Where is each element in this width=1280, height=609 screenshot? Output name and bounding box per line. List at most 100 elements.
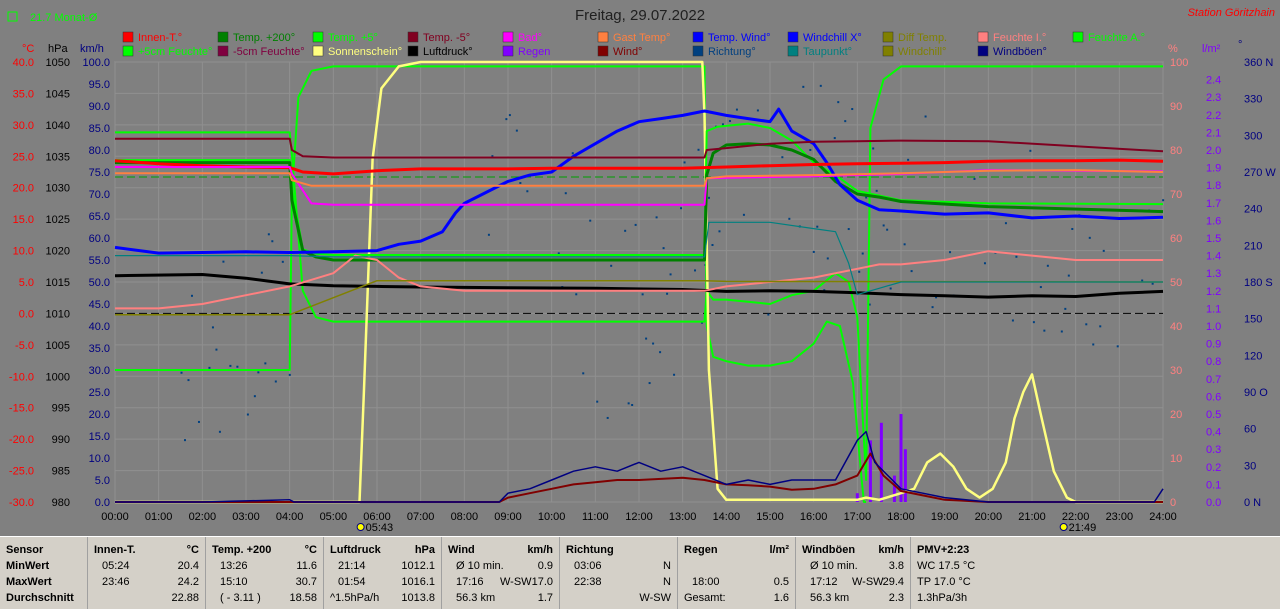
legend-label: Luftdruck° xyxy=(423,46,473,58)
sunset-icon xyxy=(1059,523,1068,531)
direction-dot xyxy=(596,400,599,403)
legend-label: Windchill X° xyxy=(803,32,862,44)
legend-label: Regen xyxy=(518,46,550,58)
celsius-tick: -10.0 xyxy=(9,371,34,383)
lm2-tick: 0.7 xyxy=(1206,374,1221,386)
month-avg-label: 21.7 Monat-Ø xyxy=(30,12,98,24)
luftdruck-max-val: 1016.1 xyxy=(401,576,435,588)
pmv-line3: 1.3hPa/3h xyxy=(917,592,968,604)
direction-dot xyxy=(756,109,759,112)
luftdruck-min-time: 21:14 xyxy=(338,560,366,572)
temp200-avg: 18.58 xyxy=(289,592,317,604)
legend-swatch xyxy=(122,31,134,43)
legend-label: Temp. Wind° xyxy=(708,32,770,44)
direction-dot xyxy=(907,158,910,161)
celsius-tick: 40.0 xyxy=(13,57,34,69)
boeen-min-val: 3.8 xyxy=(888,560,904,572)
lm2-tick: 1.7 xyxy=(1206,198,1221,210)
direction-dot xyxy=(728,119,731,122)
lm2-tick: 1.8 xyxy=(1206,180,1221,192)
direction-dot xyxy=(631,404,634,407)
stats-label-min: MinWert xyxy=(6,560,50,572)
direction-dot xyxy=(215,348,218,351)
sunrise-label: 05:43 xyxy=(366,522,394,534)
pct-tick: 50 xyxy=(1170,277,1182,289)
direction-dot xyxy=(659,351,662,354)
direction-dot xyxy=(816,225,819,228)
hpa-tick: 1020 xyxy=(46,246,70,258)
direction-dot xyxy=(924,115,927,118)
lm2-tick: 0.2 xyxy=(1206,462,1221,474)
legend-label: Innen-T.° xyxy=(138,32,182,44)
direction-dot xyxy=(949,251,952,254)
luftdruck-avg: 1013.8 xyxy=(401,592,435,604)
direction-dot xyxy=(669,273,672,276)
kmh-tick: 10.0 xyxy=(89,453,110,465)
direction-dot xyxy=(718,230,721,233)
hpa-tick: 1035 xyxy=(46,151,70,163)
stats-unit-innen: °C xyxy=(186,544,199,556)
direction-dot xyxy=(721,123,724,126)
time-tick: 23:00 xyxy=(1106,511,1134,523)
legend-label: Temp. +5° xyxy=(328,32,378,44)
direction-dot xyxy=(823,289,826,292)
time-tick: 00:00 xyxy=(101,511,129,523)
direction-dot xyxy=(264,362,267,365)
lm2-tick: 0.6 xyxy=(1206,391,1221,403)
deg-unit: ° xyxy=(1238,39,1242,51)
time-tick: 09:00 xyxy=(494,511,522,523)
direction-dot xyxy=(1011,319,1014,322)
lm2-tick: 2.1 xyxy=(1206,127,1221,139)
kmh-tick: 85.0 xyxy=(89,123,110,135)
time-tick: 22:00 xyxy=(1062,511,1090,523)
direction-dot xyxy=(826,257,829,260)
wind-dist: 56.3 km xyxy=(456,592,496,604)
direction-dot xyxy=(673,373,676,376)
direction-dot xyxy=(910,270,913,273)
legend-swatch xyxy=(692,45,704,57)
innen-max-val: 24.2 xyxy=(177,576,199,588)
direction-dot xyxy=(931,306,934,309)
kmh-tick: 55.0 xyxy=(89,255,110,267)
stats-header-richtung: Richtung xyxy=(566,544,614,556)
direction-dot xyxy=(935,296,938,299)
direction-dot xyxy=(701,321,704,324)
stats-col-regen: Regen l/m² 18:00 0.5 Gesamt: 1.6 xyxy=(678,537,796,609)
wind-min-label: Ø 10 min. xyxy=(456,560,504,572)
rain-bar xyxy=(899,414,903,502)
direction-dot xyxy=(812,250,815,253)
luftdruck-trend: ^1.5hPa/h xyxy=(330,592,380,604)
direction-dot xyxy=(246,413,249,416)
kmh-tick: 30.0 xyxy=(89,365,110,377)
direction-dot xyxy=(697,148,700,151)
richtung-avg: W-SW xyxy=(639,592,671,604)
hpa-tick: 990 xyxy=(52,434,70,446)
legend-label: Richtung° xyxy=(708,46,756,58)
kmh-tick: 40.0 xyxy=(89,321,110,333)
legend-swatch xyxy=(217,31,229,43)
regen-total: 1.6 xyxy=(773,592,789,604)
stats-header-innen: Innen-T. xyxy=(94,544,136,556)
time-tick: 12:00 xyxy=(625,511,653,523)
pct-tick: 80 xyxy=(1170,145,1182,157)
series-line xyxy=(115,279,1164,316)
pct-tick: 90 xyxy=(1170,101,1182,113)
lm2-tick: 2.3 xyxy=(1206,92,1221,104)
hpa-tick: 1030 xyxy=(46,183,70,195)
direction-dot xyxy=(983,262,986,265)
time-tick: 11:00 xyxy=(582,511,609,523)
direction-dot xyxy=(491,155,494,158)
dir-tick: 120 xyxy=(1244,350,1262,362)
direction-dot xyxy=(557,252,560,255)
lm2-unit: l/m² xyxy=(1202,43,1221,55)
hpa-tick: 1010 xyxy=(46,308,70,320)
kmh-tick: 25.0 xyxy=(89,387,110,399)
kmh-tick: 60.0 xyxy=(89,233,110,245)
direction-dot xyxy=(735,108,738,111)
lm2-tick: 1.3 xyxy=(1206,268,1221,280)
time-tick: 10:00 xyxy=(538,511,566,523)
direction-dot xyxy=(505,118,508,121)
legend-swatch xyxy=(502,45,514,57)
luftdruck-max-time: 01:54 xyxy=(338,576,366,588)
direction-dot xyxy=(802,85,805,88)
